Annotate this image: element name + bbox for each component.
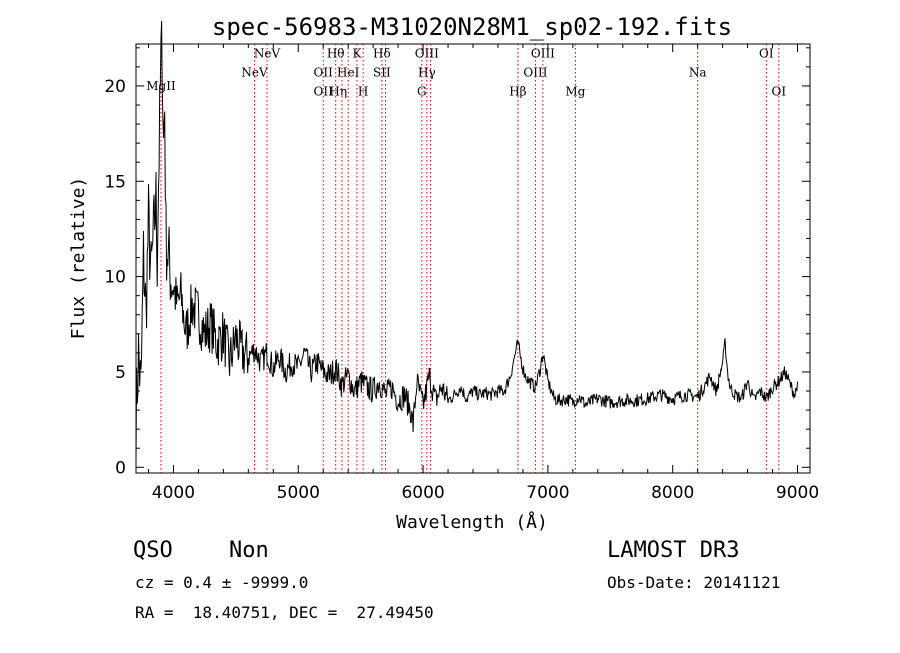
line-label-17: OIII <box>523 65 547 79</box>
line-label-10: Hδ <box>373 46 391 60</box>
line-label-13: Hγ <box>418 65 436 79</box>
line-label-12: OIII <box>415 46 439 60</box>
x-axis-label: Wavelength (Å) <box>396 511 548 533</box>
ra-dec: RA = 18.40751, DEC = 27.49450 <box>135 603 434 622</box>
line-label-5: Hθ <box>327 46 345 60</box>
plot-frame <box>135 43 811 474</box>
x-tick-label-4000: 4000 <box>152 483 195 503</box>
object-subclass: Non <box>229 538 269 563</box>
x-tick-label-7000: 7000 <box>526 483 569 503</box>
line-label-20: OI <box>759 46 774 60</box>
line-label-0: MgII <box>146 79 176 93</box>
line-label-4: OII <box>314 84 334 98</box>
line-label-7: HeI <box>337 65 360 79</box>
line-label-3: OII <box>314 65 334 79</box>
obs-date: Obs-Date: 20141121 <box>607 573 781 592</box>
x-tick-label-8000: 8000 <box>651 483 694 503</box>
y-tick-label-5: 5 <box>115 363 126 383</box>
spectrum-layer <box>135 20 798 462</box>
survey-name: LAMOST DR3 <box>607 538 740 563</box>
object-class: QSO <box>133 538 173 563</box>
reference-lines <box>160 44 780 473</box>
line-label-9: H <box>358 84 368 98</box>
x-tick-label-9000: 9000 <box>776 483 819 503</box>
x-tick-label-6000: 6000 <box>401 483 444 503</box>
y-tick-label-15: 15 <box>104 172 126 192</box>
line-label-14: G <box>417 84 427 98</box>
line-label-15: Hβ <box>509 84 526 98</box>
axis-ticks: 4000 5000 6000 7000 8000 9000 0 5 10 15 20 <box>104 44 819 503</box>
line-label-6: Hη <box>329 84 347 98</box>
line-label-11: SII <box>373 65 391 79</box>
spectrum-line <box>135 20 798 462</box>
line-label-8: K <box>352 46 362 60</box>
y-tick-label-0: 0 <box>115 458 126 478</box>
line-labels: MgII NeV NeV OII OII Hθ Hη HeI K H Hδ SII OIII Hγ G Hβ O… <box>146 46 786 98</box>
x-tick-label-5000: 5000 <box>277 483 320 503</box>
redshift-cz: cz = 0.4 ± -9999.0 <box>135 573 309 592</box>
line-label-16: OIII <box>531 46 555 60</box>
y-tick-label-20: 20 <box>104 77 126 97</box>
y-axis-label: Flux (relative) <box>68 177 89 340</box>
line-label-2: NeV <box>241 65 268 79</box>
line-label-18: Mg <box>565 84 585 98</box>
line-label-21: OI <box>772 84 787 98</box>
line-label-1: NeV <box>254 46 281 60</box>
y-tick-label-10: 10 <box>104 268 126 288</box>
chart-title: spec-56983-M31020N28M1_sp02-192.fits <box>212 13 732 41</box>
line-label-19: Na <box>689 65 707 79</box>
